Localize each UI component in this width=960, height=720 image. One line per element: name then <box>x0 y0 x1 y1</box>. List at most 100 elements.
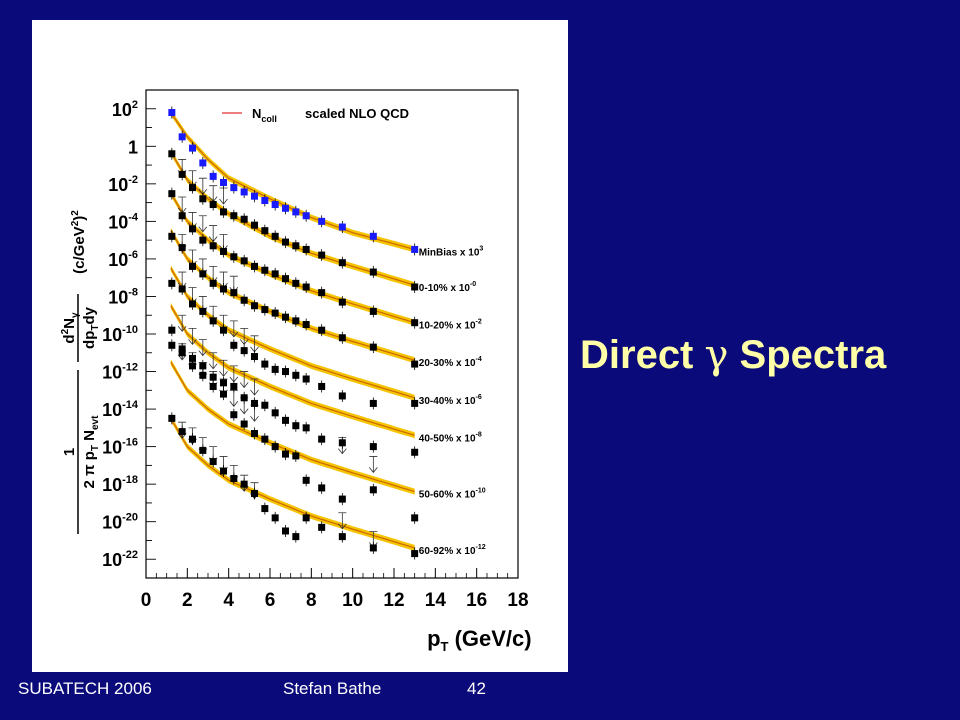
data-point-4-11 <box>282 368 289 376</box>
x-tick-label-0: 0 <box>141 590 152 611</box>
data-point-6-3 <box>199 371 207 379</box>
data-point-0-8 <box>251 192 258 200</box>
direct-photon-spectra-chart: 0 2 4 6 8 10 12 14 16 18102110-210-410-610-810-10… <box>60 89 532 654</box>
x-axis-label: pT (GeV/c) <box>427 626 532 654</box>
data-point-7-5 <box>220 467 227 475</box>
data-point-3-0 <box>168 232 176 240</box>
x-tick-label-5: 10 <box>342 590 363 611</box>
data-point-3-5 <box>220 285 227 293</box>
nlo-band-0 <box>170 109 415 253</box>
data-point-5-11 <box>282 416 289 424</box>
data-point-7-17 <box>411 550 419 558</box>
data-point-4-6 <box>230 341 238 349</box>
data-point-0-10 <box>271 201 279 209</box>
data-point-3-3 <box>199 270 207 278</box>
data-point-7-10 <box>271 514 279 522</box>
y-tick-label-10: 10-18 <box>102 474 138 495</box>
y-tick-label-0: 102 <box>112 99 138 120</box>
data-point-7-16 <box>369 544 377 552</box>
data-point-7-9 <box>261 505 269 513</box>
data-point-5-0 <box>168 326 176 334</box>
data-point-5-10 <box>271 409 279 417</box>
x-tick-label-4: 8 <box>306 590 317 611</box>
data-point-1-5 <box>220 208 227 216</box>
data-point-6-12 <box>292 452 300 460</box>
data-point-4-17 <box>411 399 419 407</box>
data-point-3-17 <box>411 360 419 368</box>
data-point-6-17 <box>411 514 419 522</box>
data-point-2-10 <box>271 270 279 278</box>
data-point-0-9 <box>261 196 269 204</box>
data-point-5-9 <box>261 401 269 409</box>
data-point-6-1 <box>178 349 186 357</box>
data-point-7-13 <box>302 514 310 522</box>
series-label-4: 30-40% x 10-6 <box>419 394 482 407</box>
data-point-5-16 <box>369 443 377 451</box>
data-point-1-13 <box>302 245 310 253</box>
data-point-6-0 <box>168 341 176 349</box>
y-tick-label-5: 10-8 <box>108 286 138 307</box>
data-point-1-16 <box>369 268 377 276</box>
x-tick-label-6: 12 <box>383 590 404 611</box>
data-point-1-14 <box>318 251 326 259</box>
series-label-1: 0-10% x 10-0 <box>419 281 476 294</box>
y-tick-label-11: 10-20 <box>102 512 138 533</box>
upper-limit-5-0 <box>177 314 187 332</box>
upper-limit-5-4 <box>219 359 228 377</box>
y-tick-label-7: 10-12 <box>102 362 138 383</box>
data-point-4-13 <box>302 375 310 383</box>
upper-limit-4-5 <box>229 320 239 338</box>
x-tick-label-3: 6 <box>265 590 276 611</box>
data-point-6-9 <box>261 435 269 443</box>
data-point-6-4 <box>209 382 217 390</box>
data-point-0-11 <box>282 204 289 212</box>
data-point-4-4 <box>209 317 217 325</box>
slide-title: Direct γ Spectra <box>580 330 950 380</box>
data-point-7-4 <box>209 458 217 466</box>
data-point-7-0 <box>168 414 176 422</box>
data-point-1-1 <box>178 170 186 178</box>
upper-limit-6-9 <box>369 456 378 474</box>
nlo-curves <box>170 112 415 549</box>
data-point-7-7 <box>240 480 248 488</box>
data-point-6-5 <box>220 390 227 398</box>
footer-page-number: 42 <box>467 679 486 698</box>
data-point-6-14 <box>318 484 326 492</box>
data-point-4-2 <box>189 300 196 308</box>
data-point-7-6 <box>230 475 238 483</box>
data-point-2-2 <box>189 225 196 233</box>
axis-ticks <box>145 89 519 579</box>
data-point-1-12 <box>292 242 300 250</box>
data-point-3-15 <box>338 334 346 342</box>
x-tick-label-8: 16 <box>466 590 487 611</box>
data-point-4-12 <box>292 371 300 379</box>
data-point-5-6 <box>230 382 238 390</box>
y-label-dpt: dpTdy <box>81 306 101 349</box>
data-point-6-6 <box>230 411 238 419</box>
nlo-curve-3 <box>170 230 415 361</box>
series-labels: MinBias x 103 0-10% x 10-0 10-20% x 10-2 20… <box>419 245 486 556</box>
footer-center: Stefan Bathe <box>283 679 382 698</box>
y-tick-label-8: 10-14 <box>102 399 139 420</box>
data-point-2-3 <box>199 236 207 244</box>
y-tick-label-3: 10-4 <box>108 211 139 232</box>
legend-n: Ncoll <box>252 106 277 124</box>
data-point-1-6 <box>230 212 238 220</box>
data-point-6-10 <box>271 443 279 451</box>
data-point-1-10 <box>271 232 279 240</box>
gamma-symbol: γ <box>704 332 729 378</box>
data-point-4-15 <box>338 392 346 400</box>
y-tick-label-2: 10-2 <box>108 174 138 195</box>
data-point-0-5 <box>220 178 227 186</box>
data-points <box>168 106 419 560</box>
data-point-5-3 <box>199 362 207 370</box>
data-point-6-16 <box>369 486 377 494</box>
data-point-2-6 <box>230 253 238 261</box>
data-point-1-3 <box>199 195 207 203</box>
upper-limit-1-4 <box>219 187 228 205</box>
data-point-5-5 <box>220 379 227 387</box>
data-point-4-14 <box>318 382 326 390</box>
upper-limit-5-1 <box>188 327 197 345</box>
data-point-1-15 <box>338 259 346 267</box>
